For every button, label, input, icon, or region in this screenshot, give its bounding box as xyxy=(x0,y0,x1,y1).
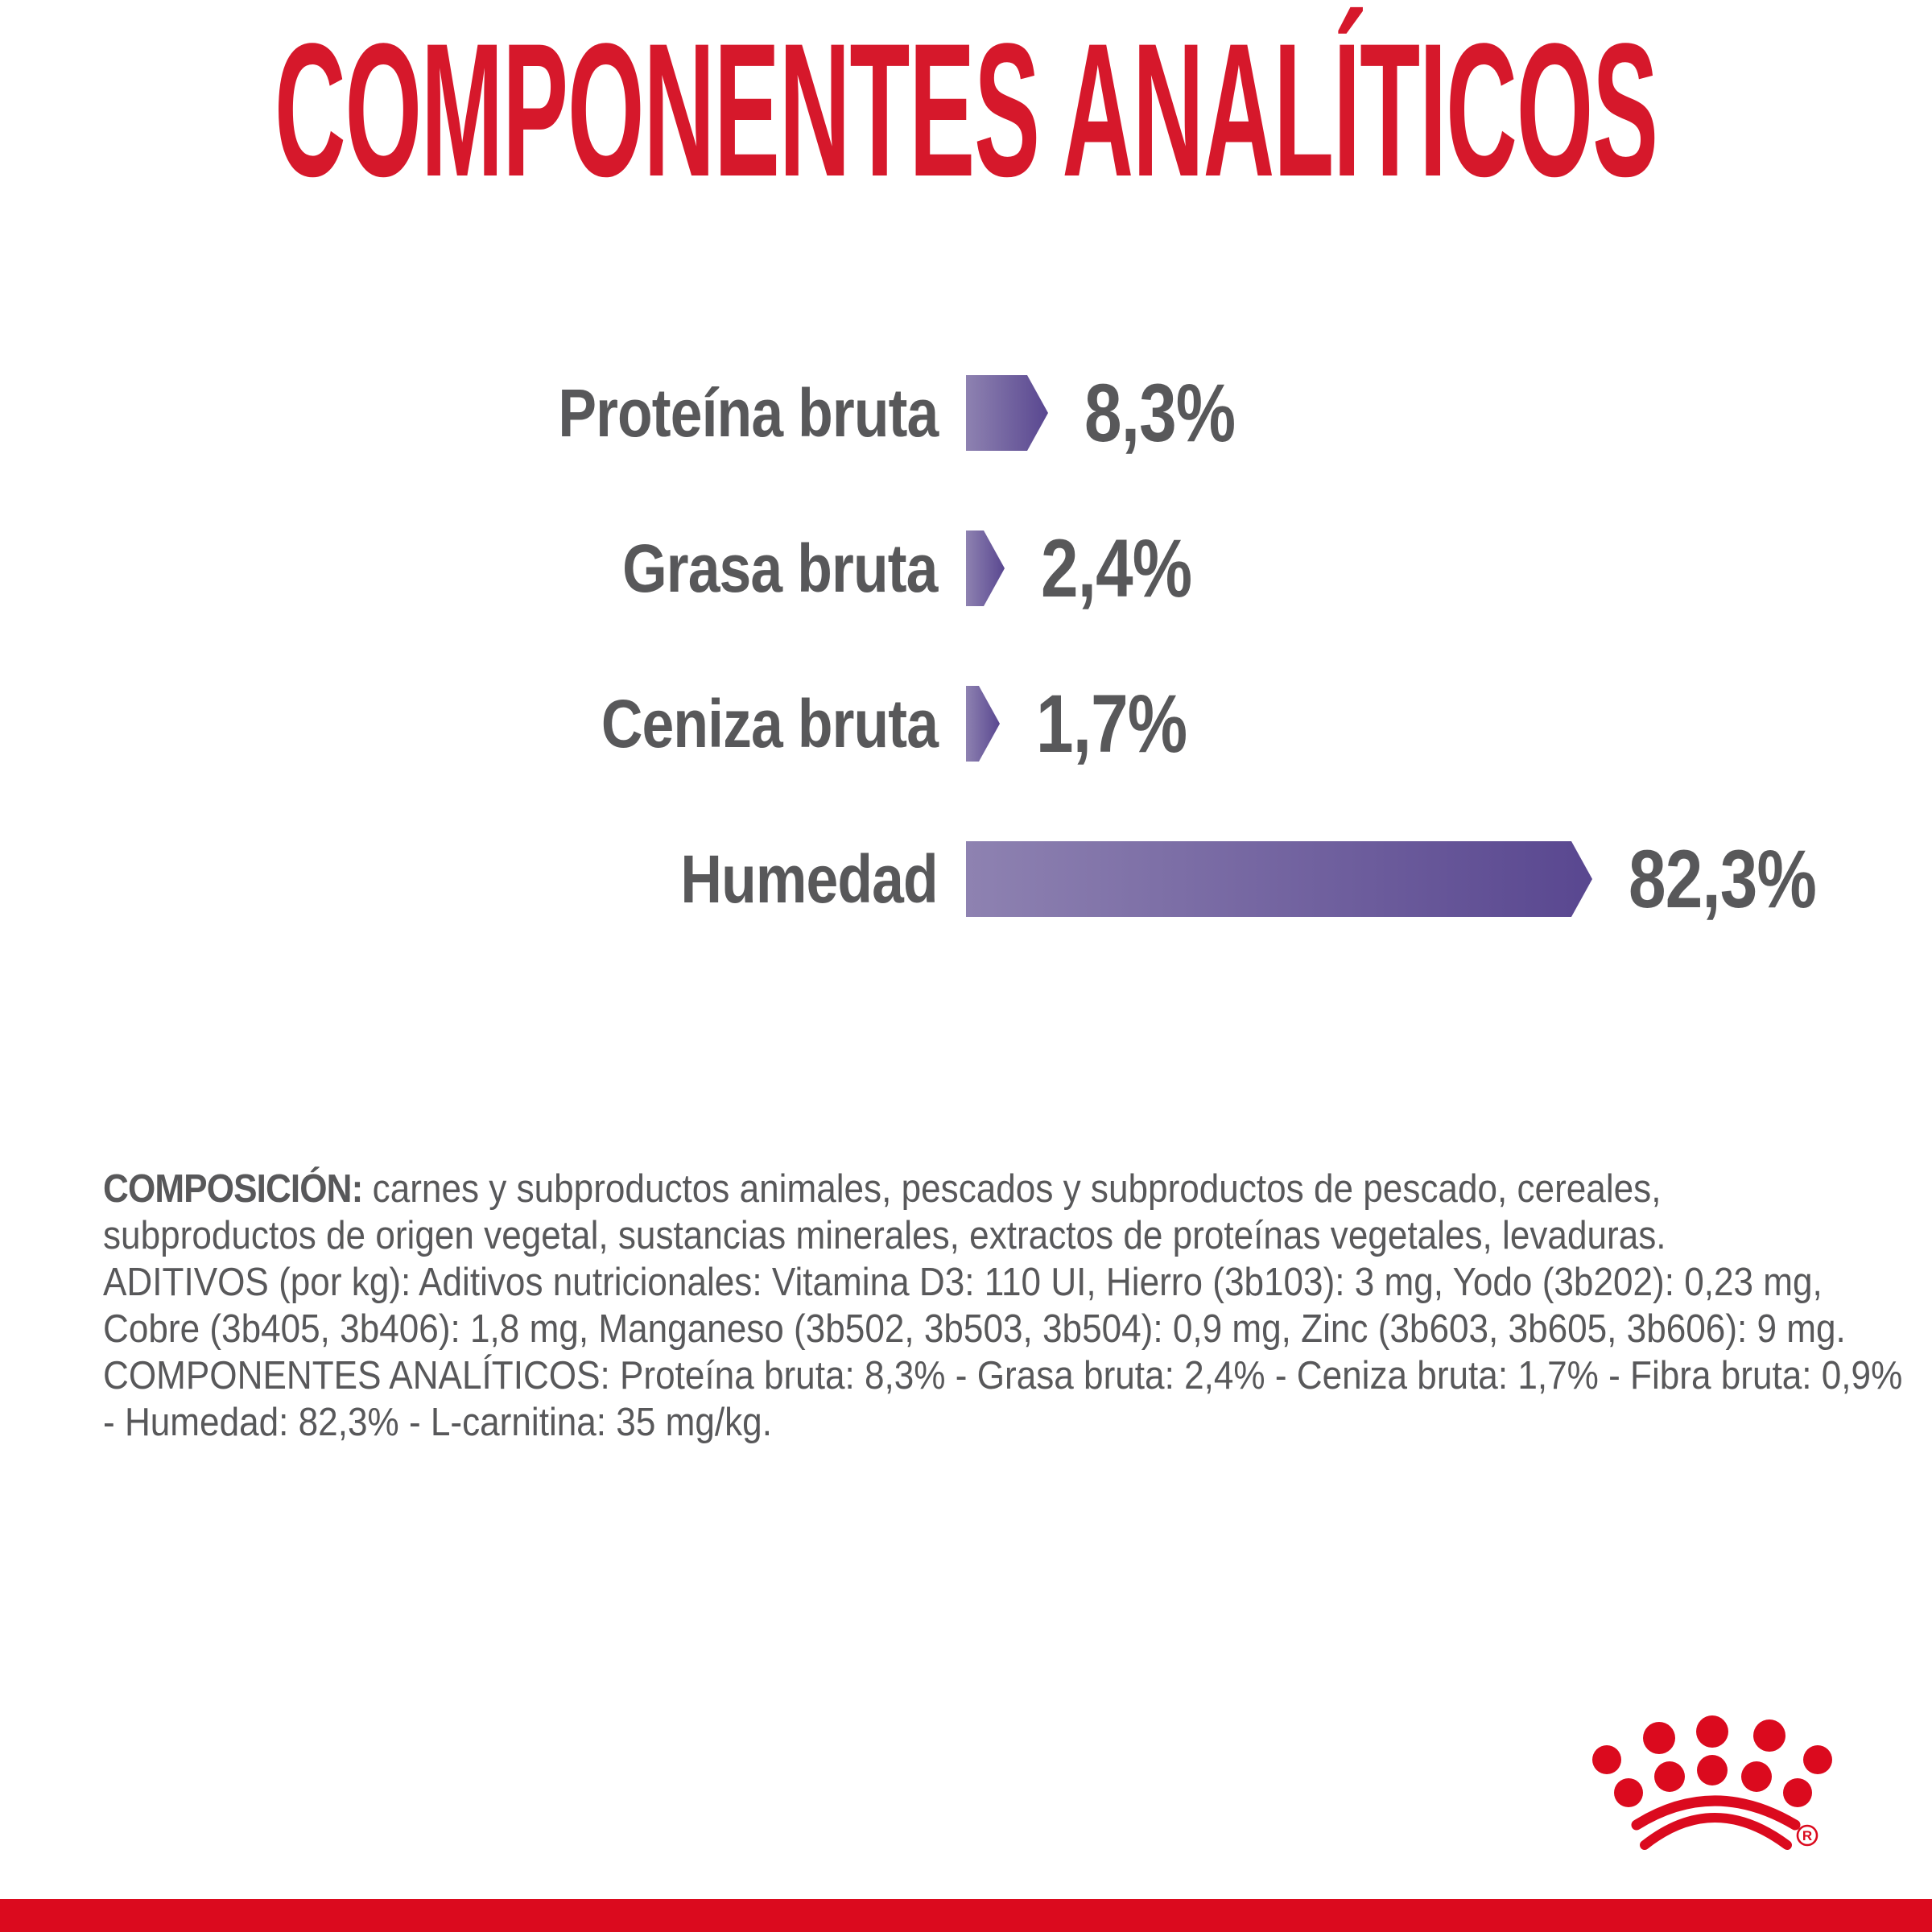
composition-line: COMPONENTES ANALÍTICOS: Proteína bruta: … xyxy=(103,1354,1903,1397)
nutrient-value: 82,3% xyxy=(1629,832,1817,925)
nutrient-label: Grasa bruta xyxy=(622,530,939,606)
nutrient-bar xyxy=(966,841,1592,917)
chart-row: Grasa bruta 2,4% xyxy=(0,522,1932,614)
nutrient-label: Proteína bruta xyxy=(557,374,939,451)
composition-line: Cobre (3b405, 3b406): 1,8 mg, Manganeso … xyxy=(103,1307,1846,1351)
registered-mark-icon: R xyxy=(1796,1824,1818,1847)
composition-line: COMPOSICIÓN: carnes y subproductos anima… xyxy=(103,1167,1662,1211)
royal-canin-crown-logo: R xyxy=(1592,1715,1832,1850)
brand-stripe-footer xyxy=(0,1899,1932,1932)
nutrient-bar xyxy=(966,686,1000,762)
crown-dots xyxy=(1592,1715,1832,1807)
chart-row: Ceniza bruta 1,7% xyxy=(0,678,1932,770)
nutrient-value: 2,4% xyxy=(1041,522,1192,614)
nutrient-label: Ceniza bruta xyxy=(601,685,939,762)
svg-text:R: R xyxy=(1802,1828,1812,1843)
nutrient-value: 1,7% xyxy=(1036,677,1187,770)
composition-line: - Humedad: 82,3% - L-carnitina: 35 mg/kg… xyxy=(103,1401,772,1444)
nutrient-bar xyxy=(966,530,1005,606)
nutrient-bar xyxy=(966,375,1048,451)
nutrient-label: Humedad xyxy=(680,840,939,917)
chart-row: Proteína bruta 8,3% xyxy=(0,367,1932,459)
composition-line: ADITIVOS (por kg): Aditivos nutricionale… xyxy=(103,1261,1823,1304)
page-title: COMPONENTES ANALÍTICOS xyxy=(275,4,1658,217)
crown-arcs xyxy=(1631,1795,1801,1850)
nutrient-value: 8,3% xyxy=(1084,366,1236,459)
chart-row: Humedad 82,3% xyxy=(0,833,1932,925)
composition-line: subproductos de origen vegetal, sustanci… xyxy=(103,1214,1666,1257)
composition-lead: COMPOSICIÓN: xyxy=(103,1167,363,1211)
composition-text: COMPOSICIÓN: carnes y subproductos anima… xyxy=(103,1166,1902,1446)
